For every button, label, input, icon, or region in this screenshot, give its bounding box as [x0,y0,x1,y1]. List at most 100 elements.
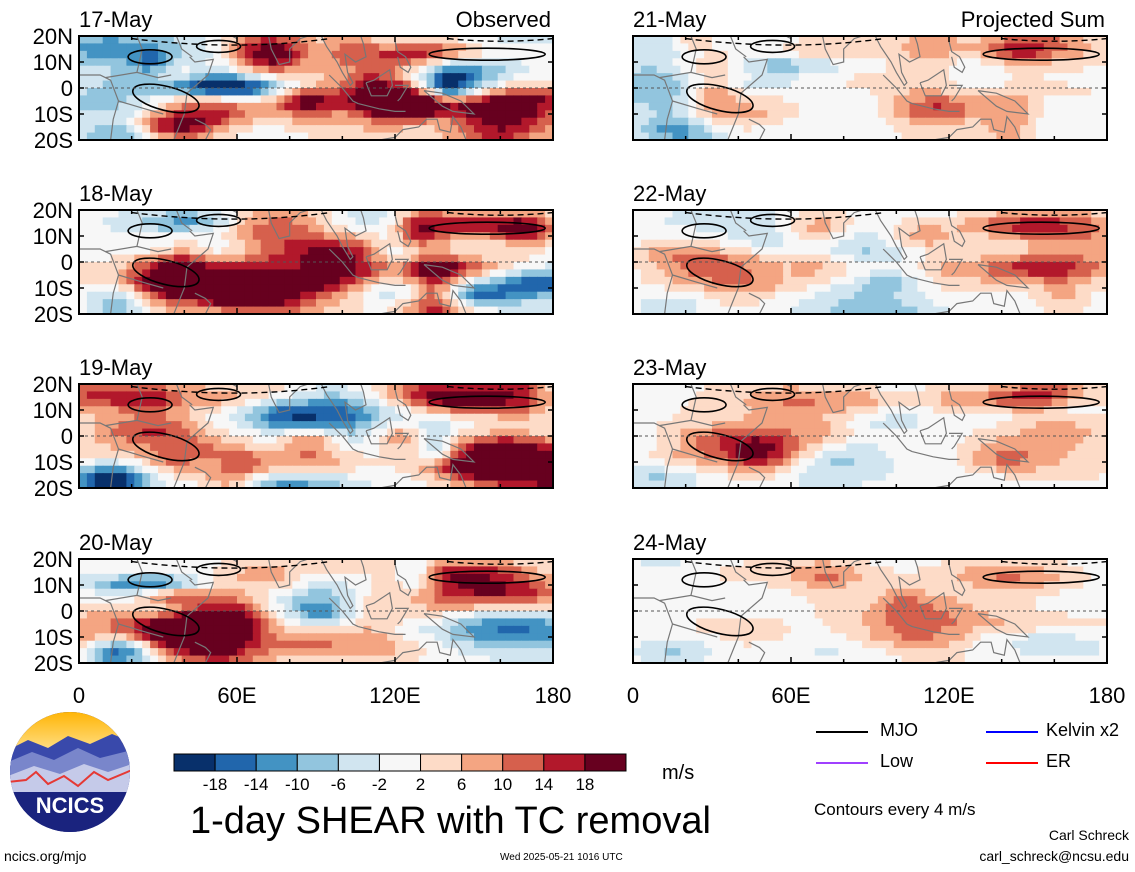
panel-date-label: 17-May [79,7,152,32]
colorbar-label: 18 [575,775,594,794]
colorbar-swatch [173,753,216,772]
y-tick-label: 20S [34,651,73,676]
y-tick-label: 20N [33,24,73,49]
y-tick-label: 10S [34,102,73,127]
colorbar-label: 2 [416,775,425,794]
mjo-negative-contours [131,37,553,46]
legend-label-kelvin: Kelvin x2 [1046,720,1120,740]
colorbar: -18 -14 -10 -6 -2 2 6 10 14 18 [173,753,627,794]
y-tick-label: 20S [34,302,73,327]
y-tick-label: 10S [34,450,73,475]
panel-22-May: 22-May [632,181,1108,315]
y-tick-label: 0 [61,424,73,449]
colorbar-label: 6 [457,775,466,794]
coastlines [633,210,1030,314]
mjo-negative-contours [131,211,553,220]
colorbar-swatch [378,753,422,772]
panel-21-May: 21-May Projected Sum [632,7,1108,141]
mjo-negative-contours [685,385,1107,394]
panel-date-label: 21-May [633,7,706,32]
y-tick-label: 10N [33,398,73,423]
y-tick-label: 0 [61,599,73,624]
mjo-negative-contours [131,560,553,569]
column-label: Observed [456,7,551,32]
coastlines [79,559,476,663]
source-url[interactable]: ncics.org/mjo [4,848,87,864]
x-tick-label: 0 [627,683,639,708]
y-tick-label: 0 [61,76,73,101]
contour-note: Contours every 4 m/s [814,800,976,819]
chart-title: 1-day SHEAR with TC removal [190,800,711,842]
legend-line-kelvin [986,731,1038,733]
mjo-contours [681,213,1100,288]
coastlines [79,210,476,314]
email[interactable]: carl_schreck@ncsu.edu [979,848,1129,864]
y-tick-label: 10N [33,224,73,249]
mjo-contours [127,213,546,288]
mjo-contours [127,562,546,637]
y-tick-label: 10N [33,50,73,75]
panel-23-May: 23-May [632,355,1108,489]
legend-line-low [816,762,868,764]
legend-line-er [986,762,1038,764]
colorbar-label: -2 [372,775,387,794]
x-tick-label: 180 [1089,683,1126,708]
colorbar-label: 10 [493,775,512,794]
mjo-negative-contours [131,385,553,394]
colorbar-units: m/s [662,762,695,784]
y-tick-label: 10S [34,625,73,650]
coastlines [633,384,1030,488]
mjo-negative-contours [685,560,1107,569]
y-tick-label: 10N [33,573,73,598]
y-tick-label: 20N [33,547,73,572]
panel-24-May: 24-May 0 60E 120E 180 [627,530,1125,708]
legend-line-mjo [816,731,868,733]
colorbar-swatch [420,753,463,772]
panel-date-label: 20-May [79,530,152,555]
mjo-contours [681,387,1100,462]
panel-date-label: 18-May [79,181,152,206]
coastlines [633,559,1030,663]
shear-field [633,559,1107,663]
y-tick-label: 10S [34,276,73,301]
colorbar-swatch [255,753,298,772]
y-tick-label: 20N [33,198,73,223]
y-tick-label: 20N [33,372,73,397]
mjo-contours [127,387,546,462]
x-tick-label: 60E [217,683,256,708]
x-tick-label: 60E [771,683,810,708]
panel-date-label: 24-May [633,530,706,555]
colorbar-swatch [461,753,504,772]
colorbar-label: -14 [244,775,269,794]
colorbar-swatch [214,753,257,772]
x-tick-label: 120E [923,683,974,708]
mjo-contours [681,562,1100,637]
x-tick-label: 0 [73,683,85,708]
y-tick-label: 20S [34,476,73,501]
y-tick-label: 20S [34,128,73,153]
column-label: Projected Sum [961,7,1105,32]
mjo-contours [681,39,1100,114]
colorbar-label: -18 [203,775,228,794]
ncics-logo: NCICS [10,712,130,832]
coastlines [79,384,476,488]
colorbar-label: -6 [331,775,346,794]
author: Carl Schreck [1048,827,1129,843]
x-tick-label: 120E [369,683,420,708]
timestamp: Wed 2025-05-21 1016 UTC [500,852,623,863]
panel-date-label: 19-May [79,355,152,380]
colorbar-swatch [584,753,627,772]
mjo-negative-contours [685,37,1107,46]
legend-label-er: ER [1046,751,1072,771]
colorbar-swatch [296,753,339,772]
mjo-negative-contours [685,211,1107,220]
colorbar-label: 14 [534,775,553,794]
colorbar-swatch [502,753,545,772]
panel-date-label: 23-May [633,355,706,380]
shear-field [79,36,553,140]
